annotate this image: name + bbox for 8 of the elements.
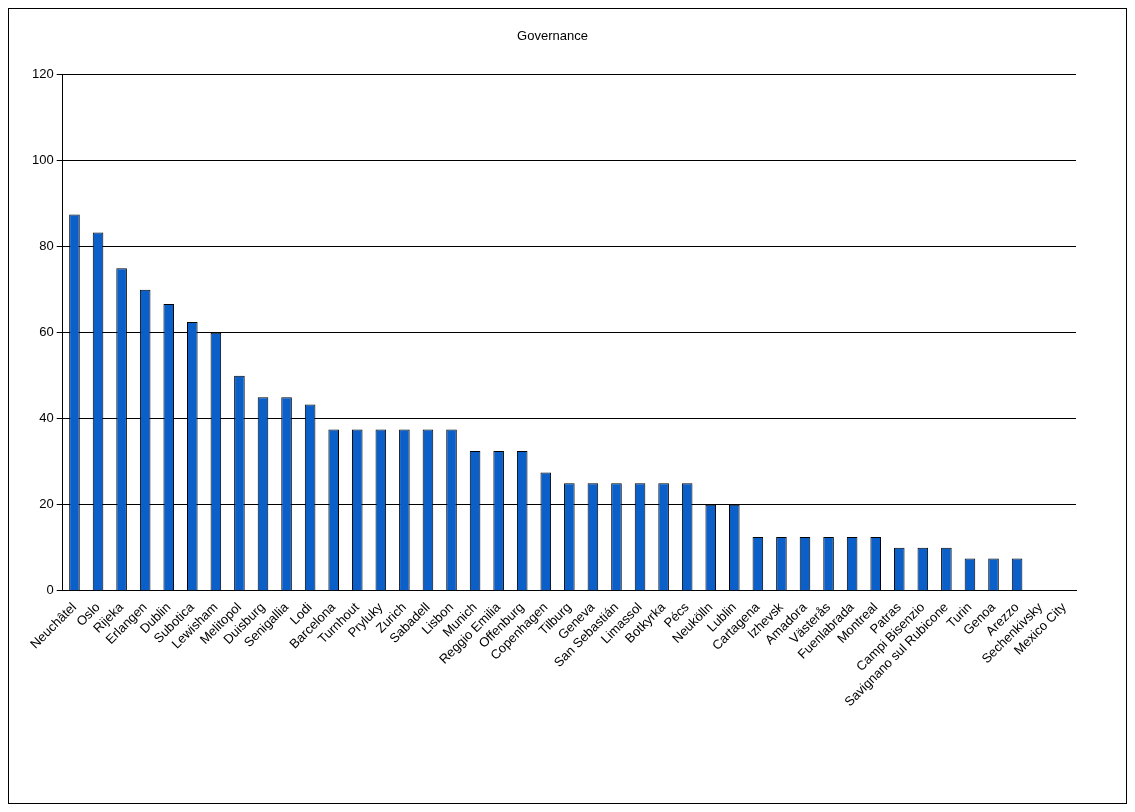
y-tick-label: 40 — [39, 410, 54, 426]
y-tick-label: 60 — [39, 324, 54, 340]
y-tick-label: 120 — [31, 66, 54, 82]
chart-title: Governance — [517, 28, 588, 44]
y-tick-label: 0 — [46, 582, 54, 598]
y-tick-label: 20 — [39, 496, 54, 512]
y-tick-label: 80 — [39, 238, 54, 254]
y-tick-label: 100 — [31, 152, 54, 168]
